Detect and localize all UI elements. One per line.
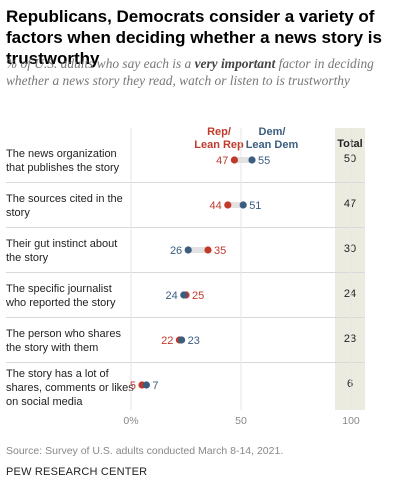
chart-title: Republicans, Democrats consider a variet… (6, 7, 382, 68)
dem-value-label: 55 (258, 155, 270, 167)
legend-rep-line1: Rep/ (207, 126, 231, 138)
legend-rep: Rep/ Lean Rep (185, 126, 253, 152)
chart-subtitle: % of U.S. adults who say each is a very … (6, 56, 394, 89)
dem-value-label: 7 (152, 380, 158, 392)
dem-dot (248, 156, 256, 164)
rep-value-label: 35 (214, 245, 226, 257)
source-note: Source: Survey of U.S. adults conducted … (6, 445, 284, 457)
x-tick-label: 50 (235, 415, 247, 427)
total-value: 24 (343, 288, 357, 300)
legend-dem: Dem/ Lean Dem (238, 126, 306, 152)
legend-rep-line2: Lean Rep (194, 139, 244, 151)
dem-dot (178, 336, 186, 344)
total-value: 50 (343, 153, 357, 165)
rep-value-label: 47 (216, 155, 228, 167)
rep-value-label: 22 (161, 335, 173, 347)
dem-dot (142, 381, 150, 389)
row-label: The specific journalist who reported the… (6, 283, 116, 309)
rep-value-label: 44 (210, 200, 222, 212)
total-value: 30 (343, 243, 357, 255)
rep-dot (230, 156, 238, 164)
dem-value-label: 51 (249, 200, 261, 212)
row-divider (6, 317, 365, 318)
dem-dot (180, 291, 188, 299)
dem-dot (239, 201, 247, 209)
row-divider (6, 272, 365, 273)
rep-value-label: 5 (130, 380, 136, 392)
row-label: The story has a lot of shares, comments … (6, 368, 134, 408)
total-value: 47 (343, 198, 357, 210)
total-value: 6 (346, 378, 354, 390)
x-tick-label: 0% (123, 415, 138, 427)
row-label: The sources cited in the story (6, 193, 123, 219)
dem-dot (184, 246, 192, 254)
row-divider (6, 362, 365, 363)
dem-value-label: 24 (166, 290, 178, 302)
subtitle-emphasis: very important (194, 56, 276, 71)
row-label: The person who shares the story with the… (6, 328, 121, 354)
dem-value-label: 26 (170, 245, 182, 257)
total-column-header: Total (337, 138, 363, 150)
rep-dot (204, 246, 212, 254)
rep-dot (224, 201, 232, 209)
subtitle-text-end: factor in deciding whether a news story … (6, 56, 374, 88)
total-column-background (335, 128, 365, 410)
credit-line: PEW RESEARCH CENTER (6, 466, 148, 478)
row-label: The news organization that publishes the… (6, 148, 120, 174)
subtitle-text-start: % of U.S. adults who say each is a (6, 56, 195, 71)
legend-dem-line1: Dem/ (258, 126, 286, 138)
x-tick-label: 100 (342, 415, 360, 427)
dem-value-label: 23 (188, 335, 200, 347)
row-divider (6, 227, 365, 228)
total-value: 23 (343, 333, 357, 345)
row-label: Their gut instinct about the story (6, 238, 118, 264)
rep-value-label: 25 (192, 290, 204, 302)
legend-dem-line2: Lean Dem (245, 139, 299, 151)
row-divider (6, 182, 365, 183)
